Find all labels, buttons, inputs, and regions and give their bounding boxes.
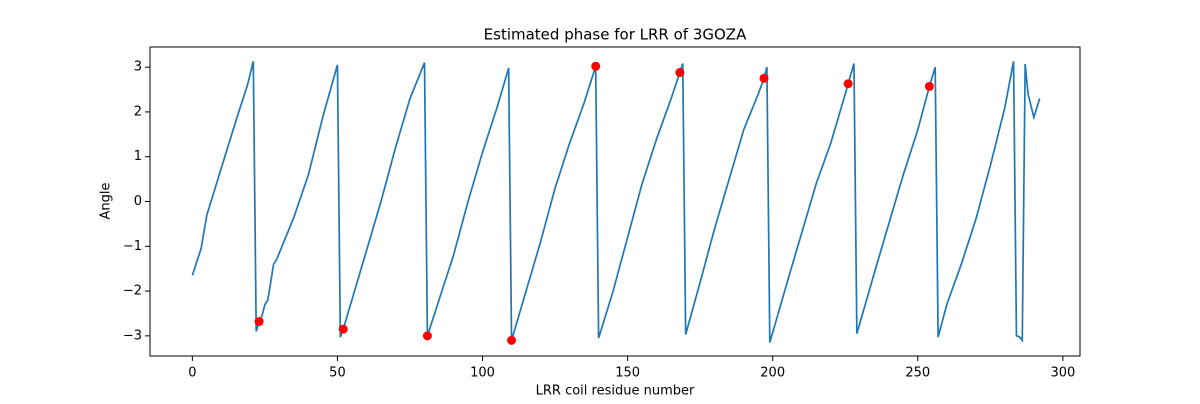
chart-title: Estimated phase for LRR of 3GOZA xyxy=(484,26,747,44)
x-tick-label: 200 xyxy=(760,366,785,381)
data-point xyxy=(422,331,432,341)
y-tick-label: −1 xyxy=(123,239,142,254)
plot-frame xyxy=(149,46,1081,357)
y-tick-label: 0 xyxy=(134,194,142,209)
x-tick-label: 150 xyxy=(615,366,640,381)
x-tick-label: 250 xyxy=(905,366,930,381)
y-tick-label: 1 xyxy=(134,149,142,164)
y-tick-label: −3 xyxy=(123,328,142,343)
y-tick-label: 2 xyxy=(134,104,142,119)
y-tick-label: −2 xyxy=(123,284,142,299)
y-tick-label: 3 xyxy=(134,60,142,75)
data-point xyxy=(924,81,934,91)
data-point xyxy=(254,317,264,327)
x-tick-label: 50 xyxy=(329,366,346,381)
data-point xyxy=(843,79,853,89)
data-point xyxy=(675,68,685,78)
data-point xyxy=(759,73,769,83)
data-line xyxy=(191,61,1041,343)
x-tick-label: 300 xyxy=(1050,366,1075,381)
y-axis-label: Angle xyxy=(99,183,114,220)
x-axis-label: LRR coil residue number xyxy=(536,384,695,399)
data-point xyxy=(338,324,348,334)
data-point xyxy=(591,61,601,71)
x-tick-label: 100 xyxy=(470,366,495,381)
data-point xyxy=(507,335,517,345)
x-tick-label: 0 xyxy=(188,366,196,381)
